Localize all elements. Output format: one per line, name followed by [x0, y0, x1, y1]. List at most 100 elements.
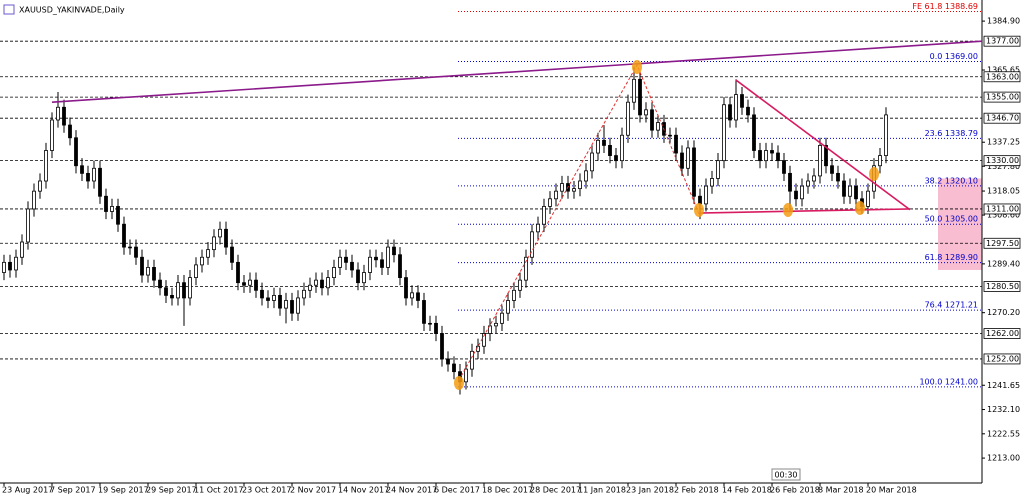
candle-body [272, 294, 276, 301]
candle-body [320, 279, 324, 289]
level-label: 1280.50 [986, 282, 1019, 291]
candle-body [800, 185, 804, 200]
candle-body [836, 172, 840, 182]
candle-body [80, 165, 84, 174]
candle-body [818, 145, 822, 177]
candle-body [650, 109, 654, 131]
candle-body [572, 188, 576, 192]
candle-body [560, 183, 564, 192]
candle-body [380, 259, 384, 268]
fib-label: 50.0 1305.00 [925, 215, 978, 224]
candle-body [698, 195, 702, 205]
level-label: 1330.00 [986, 156, 1019, 165]
candle-body [134, 246, 138, 258]
candle-body [248, 279, 252, 286]
candle-body [620, 134, 624, 162]
candle-body [266, 297, 270, 301]
candle-body [584, 170, 588, 182]
candle-body [26, 208, 30, 243]
candle-body [182, 282, 186, 299]
x-tick-label: 23 Aug 2017 [2, 486, 53, 495]
trendline [51, 40, 983, 103]
level-box [983, 328, 1021, 339]
candle-body [680, 152, 684, 169]
x-tick-label: 26 Feb 2018 [770, 486, 820, 495]
x-tick-label: 20 Mar 2018 [866, 486, 917, 495]
candle-body [740, 94, 744, 108]
candle-body [512, 289, 516, 301]
candle-body [14, 256, 18, 271]
candle-body [866, 190, 870, 207]
candle-body [218, 228, 222, 238]
candle-body [296, 297, 300, 314]
level-box [983, 281, 1021, 292]
candle-body [842, 180, 846, 197]
candle-body [308, 284, 312, 291]
level-box [983, 237, 1021, 249]
chart-icon [3, 4, 15, 15]
candle-body [440, 333, 444, 360]
candle-body [374, 256, 378, 261]
trendline [698, 208, 911, 214]
candle-body [398, 254, 402, 278]
candle-body [434, 322, 438, 334]
x-tick-label: 11 Jan 2018 [578, 486, 626, 495]
candle-body [110, 206, 114, 212]
candle-body [152, 267, 156, 281]
fib-label: 23.6 1338.79 [925, 129, 978, 138]
candle-body [674, 134, 678, 154]
candle-body [548, 198, 552, 207]
candle-body [338, 256, 342, 268]
candle-body [470, 350, 474, 370]
candle-body [176, 282, 180, 299]
candle-body [326, 277, 330, 289]
candle-body [536, 223, 540, 233]
candle-body [236, 261, 240, 284]
y-tick-label: 1327.80 [987, 162, 1020, 171]
candle-body [212, 236, 216, 251]
candle-body [206, 249, 210, 258]
candle-body [8, 261, 12, 271]
candle-body [314, 279, 318, 286]
candle-body [644, 109, 648, 116]
candle-body [668, 134, 672, 137]
marker [454, 376, 464, 390]
candle-body [254, 279, 258, 291]
level-box [983, 203, 1021, 215]
candle-body [104, 195, 108, 212]
candle-body [74, 137, 78, 167]
fib-label: 61.8 1289.90 [925, 253, 978, 262]
clock-box [771, 468, 801, 481]
x-tick-label: 23 Oct 2017 [242, 486, 291, 495]
candle-body [614, 155, 618, 162]
marker [783, 203, 793, 217]
x-tick-label: 29 Sep 2017 [146, 486, 197, 495]
candle-body [854, 185, 858, 200]
candle-body [410, 292, 414, 299]
x-tick-label: 19 Sep 2017 [98, 486, 149, 495]
candle-body [722, 104, 726, 162]
candle-body [638, 78, 642, 116]
candle-body [692, 147, 696, 197]
candle-body [428, 322, 432, 325]
x-tick-label: 7 Sep 2017 [50, 486, 96, 495]
candle-body [806, 180, 810, 187]
candle-body [752, 114, 756, 151]
level-box [983, 91, 1021, 103]
candle-body [770, 150, 774, 154]
level-label: 1346.70 [986, 114, 1019, 123]
candle-body [596, 139, 600, 154]
candle-body [86, 172, 90, 182]
marker [855, 201, 865, 215]
x-tick-label: 14 Feb 2018 [722, 486, 772, 495]
candle-body [44, 150, 48, 182]
candle-body [782, 160, 786, 174]
fib-label: 0.0 1369.00 [930, 52, 978, 61]
marker [694, 203, 704, 217]
candle-body [116, 206, 120, 225]
candle-body [446, 358, 450, 365]
candle-body [386, 246, 390, 268]
candle-body [344, 256, 348, 263]
fib-label: 38.2 1320.10 [925, 176, 978, 185]
